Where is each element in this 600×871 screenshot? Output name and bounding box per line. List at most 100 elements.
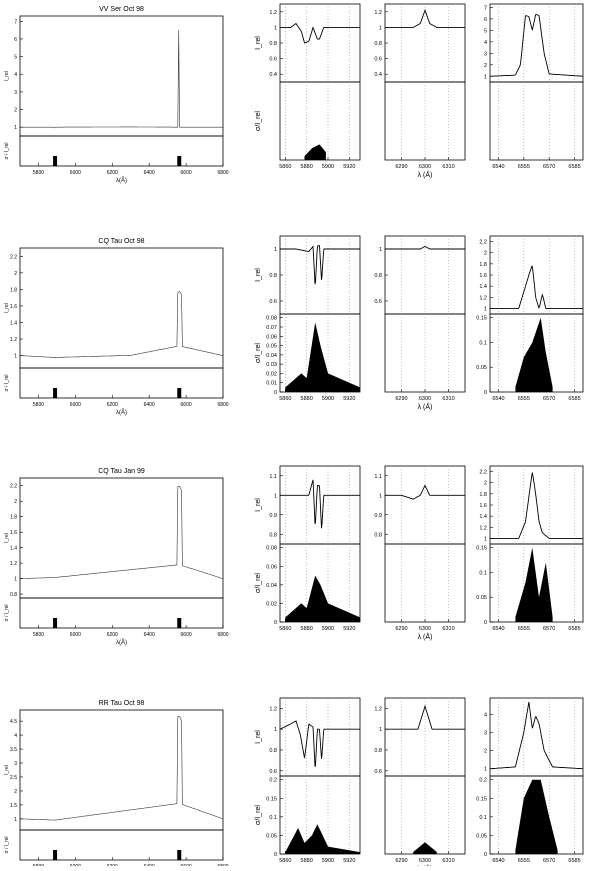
detail-xtick-label: 6570 bbox=[543, 396, 555, 402]
detail-sigma-label: σ/I_rel bbox=[255, 343, 262, 363]
detail-xtick-label: 6310 bbox=[442, 396, 454, 402]
overview-sigma-label: σ / I_rel bbox=[4, 143, 10, 160]
overview-xtick-label: 6600 bbox=[181, 402, 192, 408]
detail-xtick-label: 6540 bbox=[492, 396, 504, 402]
detail-xtick-label: 5860 bbox=[279, 626, 291, 632]
detail-ytick-label: 0.6 bbox=[269, 57, 277, 63]
overview-title: RR Tau Oct 98 bbox=[99, 700, 145, 707]
overview-ytick-label: 1 bbox=[14, 577, 17, 583]
detail-ytick-label: 0.4 bbox=[269, 72, 277, 78]
detail-ytick-label: 5 bbox=[484, 28, 487, 34]
detail-ytick-label: 3 bbox=[484, 730, 487, 736]
overview-ylabel: I_rel bbox=[4, 71, 10, 81]
overview-ytick-label: 2 bbox=[14, 499, 17, 505]
detail-xtick-label: 6540 bbox=[492, 164, 504, 170]
detail-sigma-label: σ/I_rel bbox=[255, 573, 262, 593]
detail-sigma-tick-label: 0.06 bbox=[266, 334, 277, 340]
overview-xtick-label: 6600 bbox=[181, 170, 192, 176]
overview-xlabel: λ(Å) bbox=[116, 639, 127, 646]
overview-ytick-label: 1.8 bbox=[10, 287, 17, 293]
detail-xlabel: λ (Å) bbox=[418, 402, 433, 411]
detail-xtick-label: 6310 bbox=[442, 858, 454, 864]
overview-ytick-label: 3.5 bbox=[10, 747, 17, 753]
detail-xtick-label: 6555 bbox=[518, 396, 530, 402]
detail-spectrum-line bbox=[490, 702, 583, 770]
detail-ylabel: I_rel bbox=[255, 730, 262, 744]
detail-sigma-tick-label: 0.05 bbox=[266, 344, 277, 350]
detail-xtick-label: 6290 bbox=[395, 396, 407, 402]
detail-ytick-label: 1.8 bbox=[479, 262, 487, 268]
detail-ytick-label: 1 bbox=[379, 247, 382, 253]
detail-ytick-label: 1.6 bbox=[479, 273, 487, 279]
detail-ylabel: I_rel bbox=[255, 268, 262, 282]
detail-sigma-tick-label: 0.01 bbox=[266, 381, 277, 387]
overview-sigma-mark bbox=[53, 156, 58, 166]
overview-sigma-label: σ / I_rel bbox=[4, 837, 10, 854]
detail-xtick-label: 5920 bbox=[343, 164, 355, 170]
overview-ytick-label: 6 bbox=[14, 37, 17, 43]
overview-sigma-mark bbox=[53, 850, 58, 860]
detail-sigma-tick-label: 0.05 bbox=[476, 365, 487, 371]
detail-ytick-label: 0.6 bbox=[269, 769, 277, 775]
overview-xtick-label: 6200 bbox=[107, 170, 118, 176]
overview-ytick-label: 1.2 bbox=[10, 561, 17, 567]
detail-ytick-label: 0.9 bbox=[374, 513, 382, 519]
detail-xtick-label: 6300 bbox=[419, 164, 431, 170]
overview-ytick-label: 2 bbox=[14, 271, 17, 277]
detail-spectrum-line bbox=[489, 13, 584, 77]
detail-spectrum-line bbox=[385, 484, 465, 500]
detail-panel: 6540 6555 6570 6585 1 1.2 1.4 1.6 1.8 2 2.2 0 0.05 0.… bbox=[476, 465, 584, 632]
detail-sigma-area bbox=[285, 322, 360, 392]
overview-ytick-label: 1.6 bbox=[10, 304, 17, 310]
detail-sigma-tick-label: 0 bbox=[274, 620, 277, 626]
detail-sigma-tick-label: 0.08 bbox=[266, 316, 277, 322]
detail-xtick-label: 6585 bbox=[568, 858, 580, 864]
detail-xtick-label: 6555 bbox=[518, 858, 530, 864]
detail-sigma-tick-label: 0 bbox=[274, 852, 277, 858]
overview-panel: RR Tau Oct 98 1 1.5 2 2.5 3 3.5 4 4.5 I_rel σ / I_… bbox=[4, 700, 229, 870]
detail-xtick-label: 6570 bbox=[543, 626, 555, 632]
detail-xtick-label: 6290 bbox=[395, 164, 407, 170]
overview-ytick-label: 1 bbox=[14, 125, 17, 131]
detail-sigma-tick-label: 0.2 bbox=[479, 778, 487, 784]
detail-ytick-label: 0.6 bbox=[374, 57, 382, 63]
overview-spectrum-line bbox=[19, 715, 224, 821]
detail-ytick-label: 1.1 bbox=[374, 474, 382, 480]
detail-panel: 5860 5880 5900 5920 0.4 0.6 0.8 1 1.2 I_rel σ/I_re… bbox=[255, 3, 361, 170]
detail-sigma-area bbox=[515, 317, 553, 392]
overview-xtick-label: 5800 bbox=[33, 632, 44, 638]
detail-xtick-label: 6585 bbox=[568, 396, 580, 402]
overview-ytick-label: 1.4 bbox=[10, 320, 17, 326]
overview-xtick-label: 6000 bbox=[70, 170, 81, 176]
detail-ytick-label: 1.2 bbox=[269, 706, 277, 712]
detail-sigma-tick-label: 0.05 bbox=[476, 833, 487, 839]
overview-xlabel: λ(Å) bbox=[116, 177, 127, 184]
detail-ytick-label: 1 bbox=[274, 727, 277, 733]
detail-sigma-tick-label: 0.1 bbox=[479, 815, 487, 821]
detail-sigma-tick-label: 0 bbox=[484, 852, 487, 858]
detail-ytick-label: 1.6 bbox=[479, 503, 487, 509]
overview-panel: CQ Tau Jan 99 0.8 1 1.2 1.4 1.6 1.8 2 2.2 I_rel σ … bbox=[4, 468, 229, 646]
detail-ytick-label: 1 bbox=[379, 493, 382, 499]
overview-ytick-label: 1.4 bbox=[10, 546, 17, 552]
detail-sigma-label: σ/I_rel bbox=[255, 805, 262, 825]
detail-sigma-tick-label: 0.02 bbox=[266, 371, 277, 377]
overview-xtick-label: 6000 bbox=[70, 402, 81, 408]
overview-frame bbox=[19, 15, 224, 137]
overview-ytick-label: 1.8 bbox=[10, 515, 17, 521]
detail-xtick-label: 5900 bbox=[322, 164, 334, 170]
detail-ytick-label: 0.8 bbox=[374, 532, 382, 538]
detail-ytick-label: 2 bbox=[484, 63, 487, 69]
detail-sigma-tick-label: 0.04 bbox=[266, 583, 277, 589]
detail-ytick-label: 1.1 bbox=[269, 474, 277, 480]
detail-xlabel: λ (Å) bbox=[418, 632, 433, 641]
overview-ytick-label: 1.5 bbox=[10, 803, 17, 809]
detail-ytick-label: 1.4 bbox=[479, 284, 487, 290]
detail-frame bbox=[489, 697, 584, 777]
overview-sigma-label: σ / I_rel bbox=[4, 605, 10, 622]
detail-panel: 6290 6300 6310 0.8 0.9 1 1.1 λ (Å) bbox=[374, 465, 466, 641]
overview-frame bbox=[19, 247, 224, 369]
detail-xtick-label: 5880 bbox=[301, 858, 313, 864]
detail-spectrum-line bbox=[280, 479, 360, 529]
detail-sigma-frame bbox=[489, 81, 584, 161]
